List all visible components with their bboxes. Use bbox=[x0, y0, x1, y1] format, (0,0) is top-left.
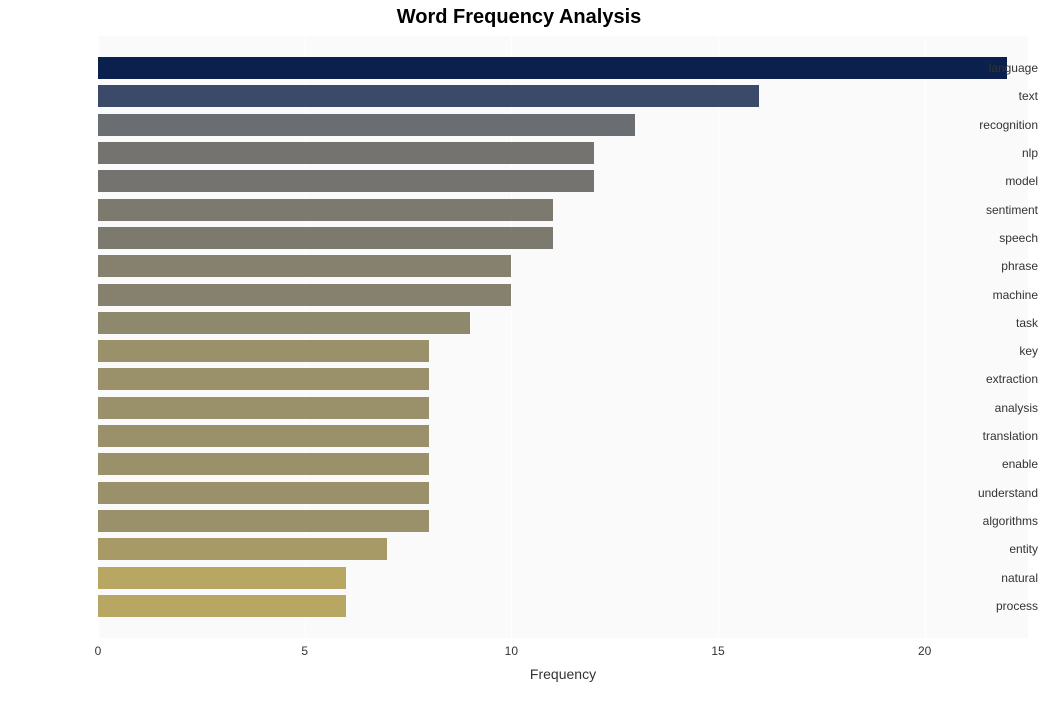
chart-title: Word Frequency Analysis bbox=[0, 6, 1038, 29]
bar bbox=[98, 57, 1007, 79]
x-axis-title: Frequency bbox=[98, 666, 1028, 682]
bar bbox=[98, 453, 429, 475]
bar bbox=[98, 199, 553, 221]
bar-row bbox=[98, 595, 1028, 617]
bar bbox=[98, 85, 759, 107]
bar bbox=[98, 142, 594, 164]
bar-row bbox=[98, 114, 1028, 136]
x-tick-label: 20 bbox=[918, 644, 931, 658]
bar-row bbox=[98, 368, 1028, 390]
bar-row bbox=[98, 340, 1028, 362]
y-tick-label: algorithms bbox=[946, 514, 1038, 528]
plot-area bbox=[98, 36, 1028, 638]
bar-row bbox=[98, 170, 1028, 192]
y-tick-label: nlp bbox=[946, 146, 1038, 160]
bar-row bbox=[98, 538, 1028, 560]
y-tick-label: text bbox=[946, 89, 1038, 103]
bar-row bbox=[98, 227, 1028, 249]
y-tick-label: key bbox=[946, 344, 1038, 358]
bar bbox=[98, 567, 346, 589]
y-tick-label: language bbox=[946, 61, 1038, 75]
x-tick-label: 0 bbox=[95, 644, 102, 658]
bar-row bbox=[98, 397, 1028, 419]
y-tick-label: analysis bbox=[946, 401, 1038, 415]
y-tick-label: understand bbox=[946, 486, 1038, 500]
bar-row bbox=[98, 482, 1028, 504]
y-tick-label: translation bbox=[946, 429, 1038, 443]
bar bbox=[98, 595, 346, 617]
y-tick-label: phrase bbox=[946, 259, 1038, 273]
bar-row bbox=[98, 284, 1028, 306]
chart-container: Word Frequency Analysis Frequency 0 5 10 15… bbox=[0, 0, 1038, 701]
y-tick-label: speech bbox=[946, 231, 1038, 245]
x-tick-label: 5 bbox=[301, 644, 308, 658]
bar bbox=[98, 170, 594, 192]
y-tick-label: recognition bbox=[946, 118, 1038, 132]
bar bbox=[98, 510, 429, 532]
y-tick-label: extraction bbox=[946, 372, 1038, 386]
bar bbox=[98, 227, 553, 249]
bar-row bbox=[98, 453, 1028, 475]
x-tick-label: 15 bbox=[711, 644, 724, 658]
bar bbox=[98, 284, 511, 306]
x-tick-label: 10 bbox=[505, 644, 518, 658]
bar bbox=[98, 538, 387, 560]
y-tick-label: machine bbox=[946, 288, 1038, 302]
y-tick-label: natural bbox=[946, 571, 1038, 585]
y-tick-label: sentiment bbox=[946, 203, 1038, 217]
y-tick-label: model bbox=[946, 174, 1038, 188]
y-tick-label: entity bbox=[946, 542, 1038, 556]
bar bbox=[98, 312, 470, 334]
bar bbox=[98, 397, 429, 419]
bar-row bbox=[98, 255, 1028, 277]
bar-row bbox=[98, 312, 1028, 334]
y-tick-label: process bbox=[946, 599, 1038, 613]
bar-row bbox=[98, 510, 1028, 532]
y-tick-label: enable bbox=[946, 457, 1038, 471]
bar-row bbox=[98, 425, 1028, 447]
bar bbox=[98, 425, 429, 447]
bar bbox=[98, 368, 429, 390]
bar bbox=[98, 255, 511, 277]
bar bbox=[98, 114, 635, 136]
bar-row bbox=[98, 57, 1028, 79]
bar-row bbox=[98, 142, 1028, 164]
bar-row bbox=[98, 199, 1028, 221]
y-tick-label: task bbox=[946, 316, 1038, 330]
bar-row bbox=[98, 567, 1028, 589]
bar bbox=[98, 482, 429, 504]
bar bbox=[98, 340, 429, 362]
bar-row bbox=[98, 85, 1028, 107]
